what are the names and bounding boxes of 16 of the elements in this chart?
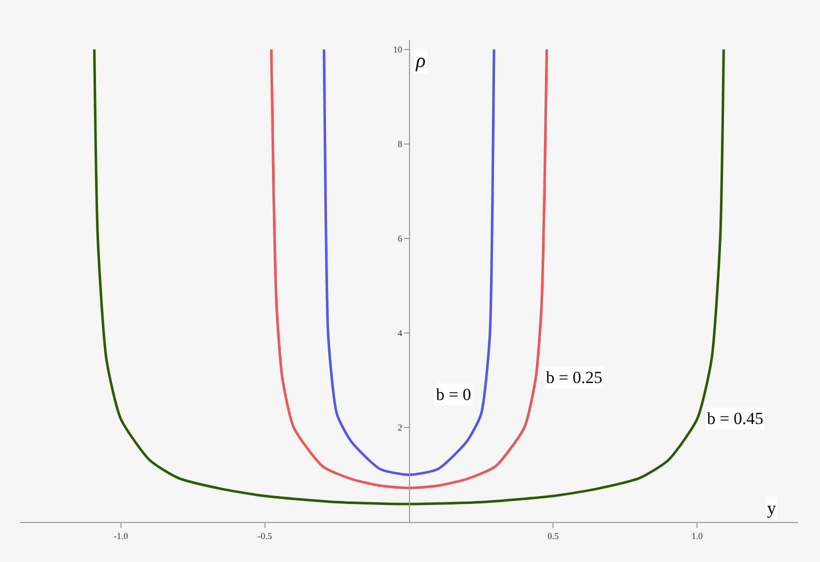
x-tick-label: -0.5 (258, 530, 273, 541)
y-tick-label: 8 (398, 139, 403, 150)
y-tick-label: 6 (398, 234, 403, 244)
series-label: b = 0 (436, 385, 472, 404)
y-tick-label: 10 (393, 44, 403, 55)
line-series (322, 48, 496, 476)
x-tick-label: 1.0 (692, 530, 704, 541)
x-tick-label: 0.5 (547, 530, 560, 541)
series-label: b = 0.45 (707, 409, 764, 428)
line-series (270, 48, 548, 490)
x-axis-title: y (767, 498, 776, 518)
y-tick-label: 4 (398, 328, 403, 338)
y-tick-label: 2 (398, 422, 402, 433)
y-axis-title: ρ (415, 50, 426, 72)
series-label: b = 0.25 (546, 368, 602, 387)
x-tick-label: -1.0 (114, 530, 128, 541)
